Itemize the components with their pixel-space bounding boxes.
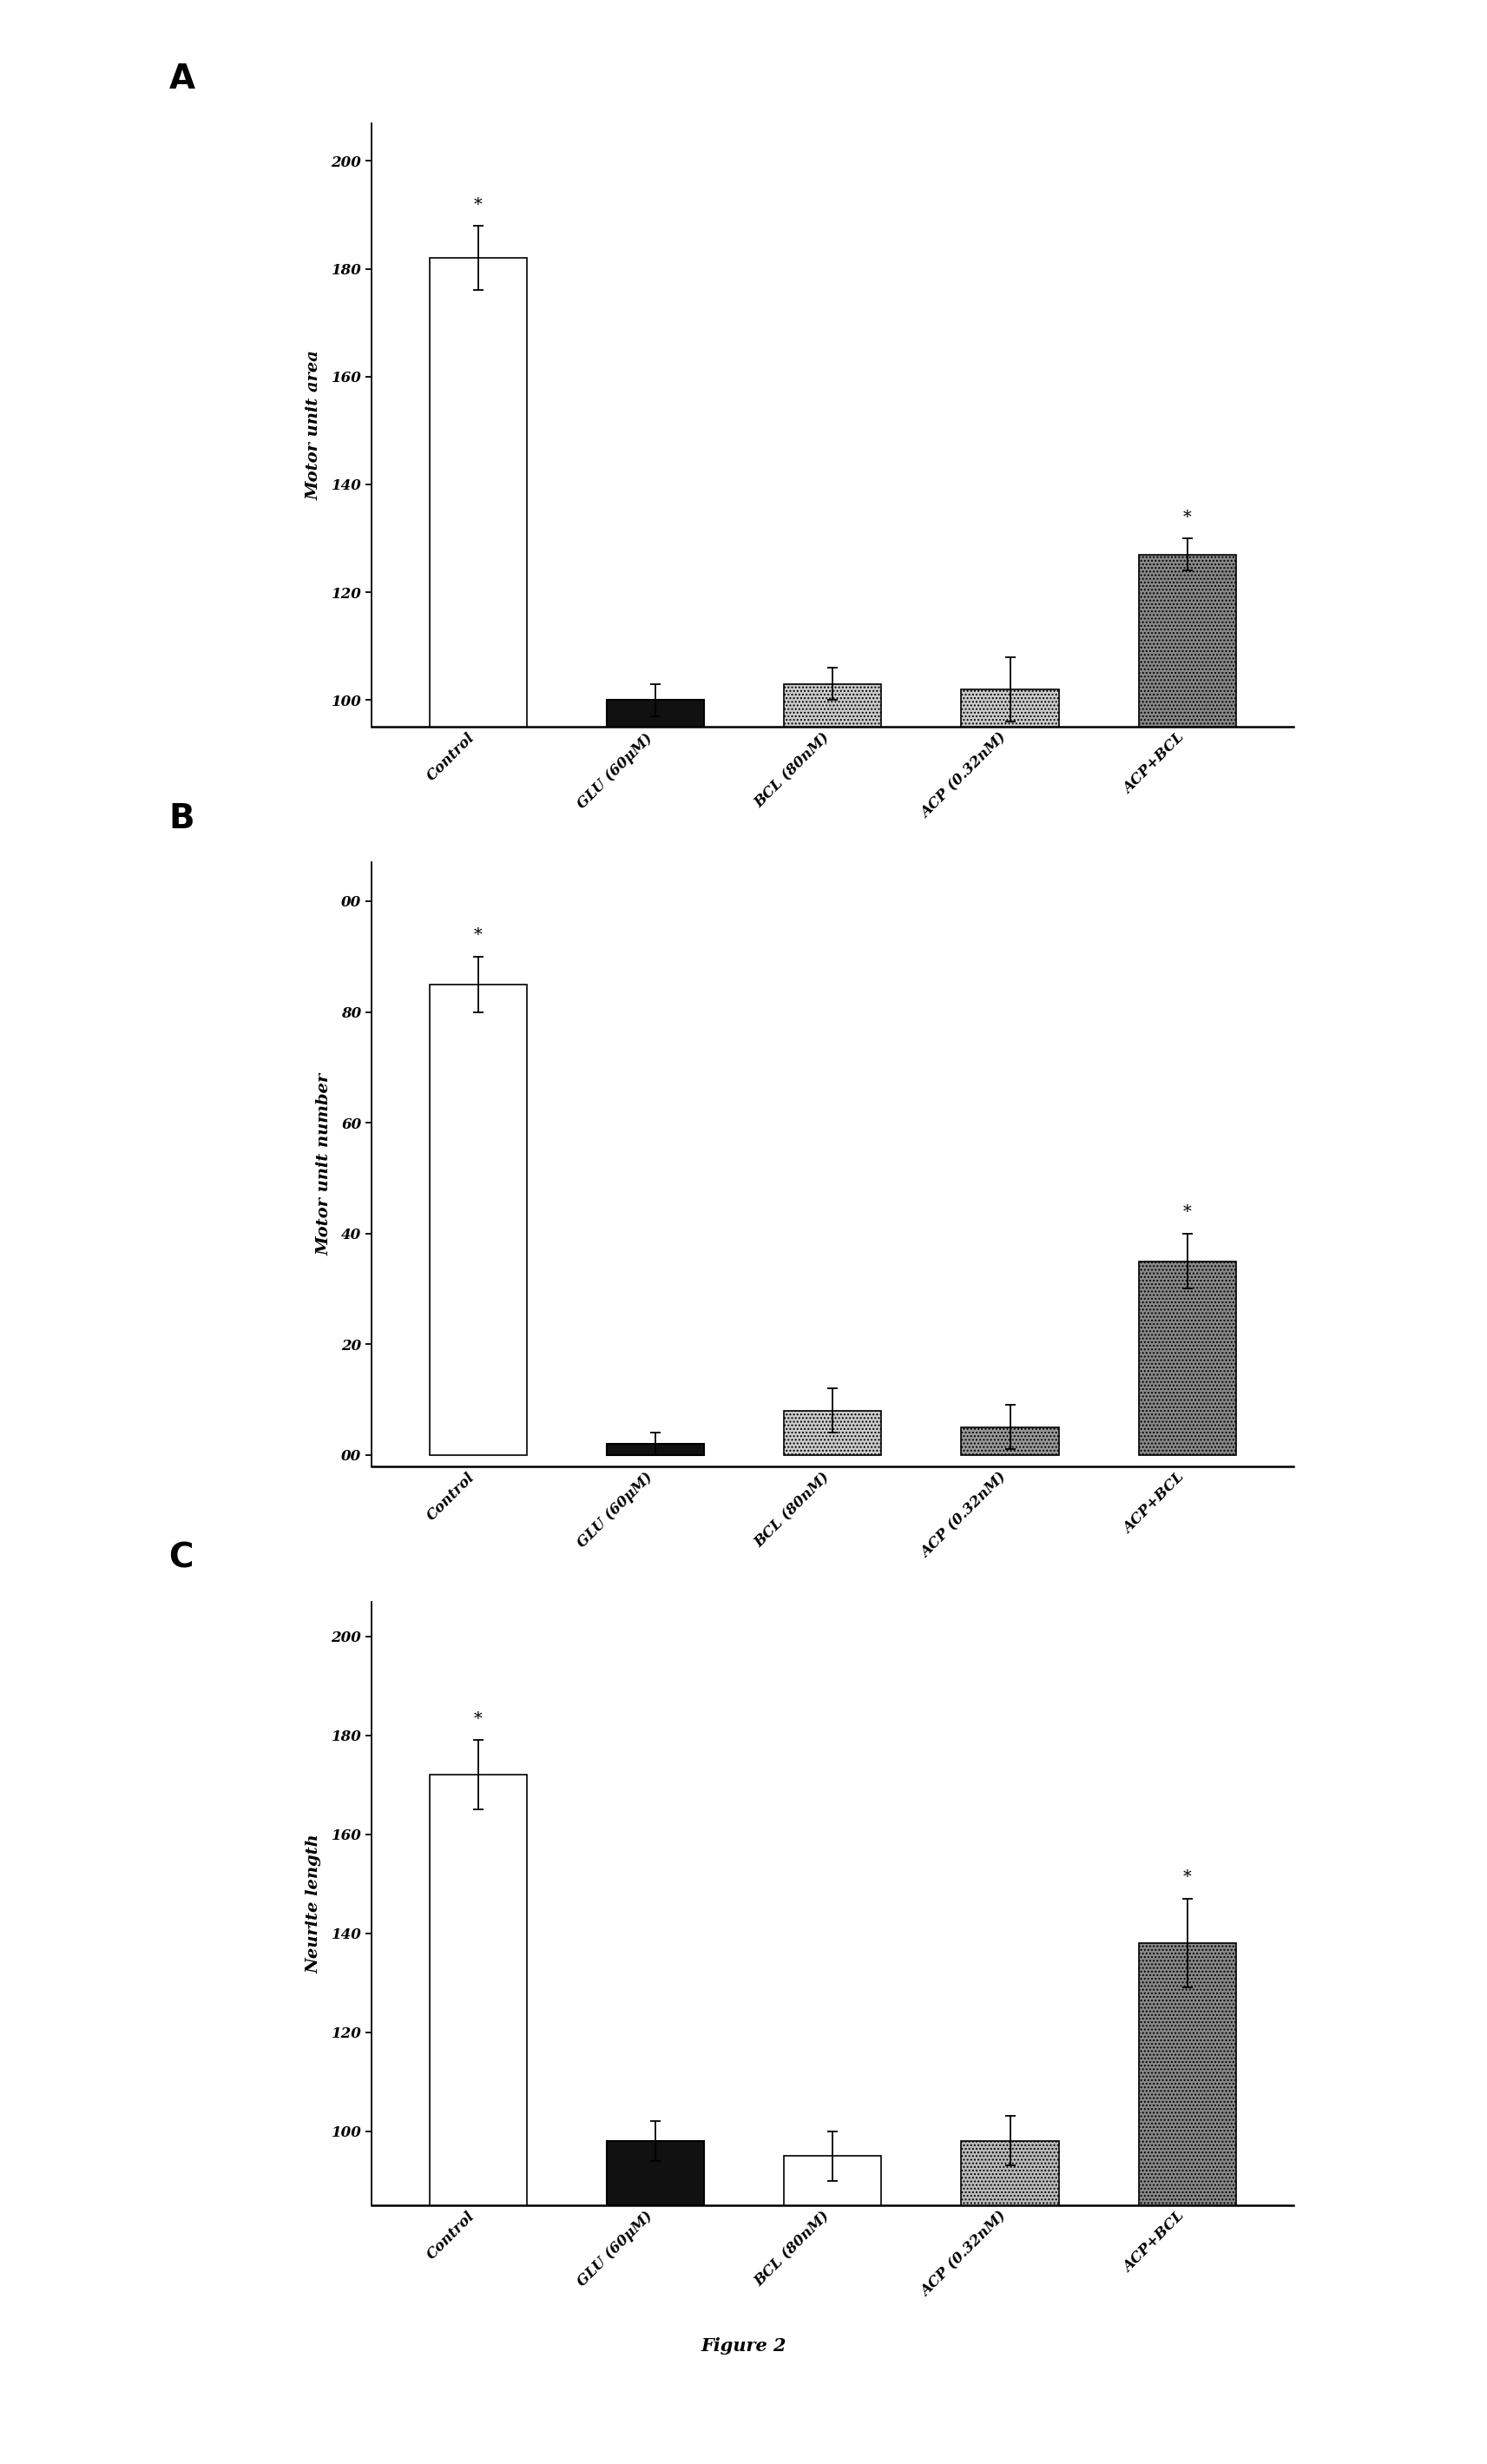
Bar [961, 2141, 1059, 2464]
Text: *: * [1184, 1870, 1191, 1885]
Bar [784, 2156, 882, 2464]
Text: *: * [474, 197, 482, 212]
Bar [961, 690, 1059, 1239]
Y-axis label: Motor unit number: Motor unit number [317, 1072, 332, 1257]
Text: *: * [474, 926, 482, 944]
Bar [607, 1444, 705, 1456]
Text: C: C [170, 1542, 193, 1574]
Text: *: * [474, 1710, 482, 1727]
Bar [961, 1427, 1059, 1456]
Text: Figure 2: Figure 2 [700, 2336, 787, 2356]
Text: *: * [1184, 1205, 1191, 1220]
Text: A: A [170, 62, 195, 96]
Text: *: * [1184, 510, 1191, 525]
Bar [607, 700, 705, 1239]
Bar [607, 2141, 705, 2464]
Y-axis label: Motor unit area: Motor unit area [306, 350, 321, 500]
Bar [1139, 554, 1236, 1239]
Y-axis label: Neurite length: Neurite length [306, 1833, 321, 1974]
Text: B: B [170, 801, 195, 835]
Bar [1139, 1262, 1236, 1456]
Bar [430, 983, 526, 1456]
Bar [784, 1412, 882, 1456]
Bar [430, 1774, 526, 2464]
Bar [1139, 1944, 1236, 2464]
Bar [784, 683, 882, 1239]
Bar [430, 259, 526, 1239]
